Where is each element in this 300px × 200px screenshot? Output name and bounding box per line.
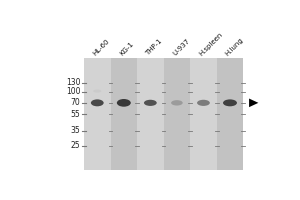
Bar <box>217 58 243 170</box>
Text: U-937: U-937 <box>172 38 191 57</box>
Text: THP-1: THP-1 <box>145 38 164 57</box>
Bar <box>84 58 110 170</box>
Ellipse shape <box>117 99 131 107</box>
Ellipse shape <box>144 100 157 106</box>
Ellipse shape <box>171 100 183 106</box>
Bar <box>164 58 190 170</box>
Ellipse shape <box>91 99 104 106</box>
Text: 70: 70 <box>71 98 80 107</box>
Text: 35: 35 <box>71 126 80 135</box>
Text: 130: 130 <box>66 78 80 87</box>
Polygon shape <box>249 99 258 107</box>
Ellipse shape <box>93 90 101 93</box>
Text: 100: 100 <box>66 87 80 96</box>
Bar <box>137 58 164 170</box>
Text: H.spleen: H.spleen <box>198 31 224 57</box>
Ellipse shape <box>197 100 210 106</box>
Ellipse shape <box>223 99 237 106</box>
Text: 55: 55 <box>71 110 80 119</box>
Text: KG-1: KG-1 <box>118 41 135 57</box>
Bar <box>190 58 217 170</box>
Text: H.lung: H.lung <box>225 37 245 57</box>
Bar <box>110 58 137 170</box>
Text: 25: 25 <box>71 141 80 150</box>
Bar <box>84 58 243 170</box>
Text: HL-60: HL-60 <box>92 38 111 57</box>
